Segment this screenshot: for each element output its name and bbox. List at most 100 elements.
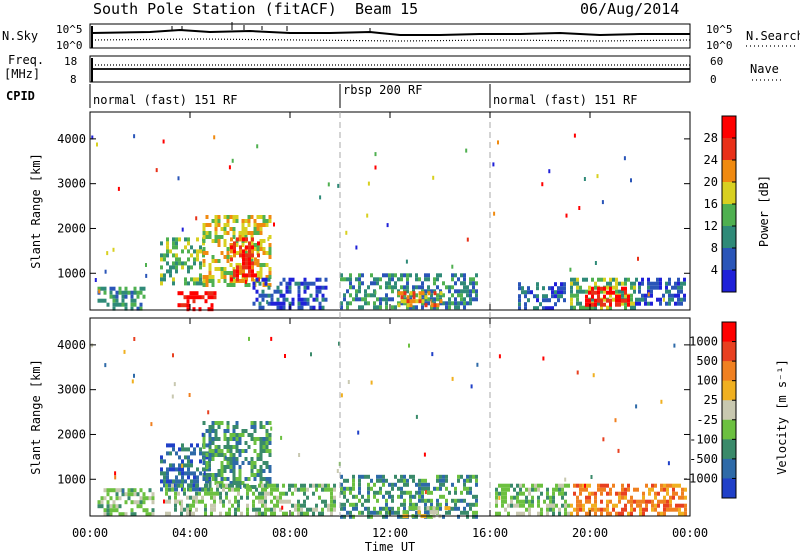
power-cell	[518, 306, 521, 311]
power-cell	[318, 289, 322, 294]
power-cell	[130, 294, 134, 299]
vel-cell	[285, 511, 288, 516]
vel-cell	[268, 453, 272, 457]
vel-cell	[174, 495, 177, 500]
vel-cell	[226, 477, 230, 481]
power-cell	[364, 297, 367, 302]
power-cell	[442, 301, 445, 306]
vel-cell	[232, 457, 236, 461]
vel-cell	[403, 506, 406, 511]
vel-cell	[148, 512, 152, 517]
vel-cell	[675, 507, 678, 512]
vel-cell	[228, 499, 231, 504]
vel-cell	[193, 479, 196, 484]
power-cell	[424, 289, 427, 294]
vel-cell	[439, 494, 442, 499]
power-cell	[415, 273, 418, 278]
power-cell	[594, 281, 597, 286]
power-cell	[469, 289, 472, 294]
power-cell	[659, 297, 662, 302]
power-cell	[276, 297, 280, 302]
power-cell	[265, 263, 269, 267]
power-cell	[533, 294, 536, 299]
vel-cell	[436, 498, 439, 503]
vel-cell	[288, 499, 291, 504]
vel-cell	[507, 503, 510, 508]
vel-cell	[495, 487, 498, 492]
vel-cell	[288, 483, 291, 488]
power-cell	[214, 223, 218, 227]
vel-ytick-label: 4000	[57, 338, 86, 352]
power-cell	[373, 293, 376, 298]
vel-cell	[256, 437, 260, 441]
power-cell	[394, 285, 397, 290]
power-cell	[208, 271, 212, 275]
power-cell	[252, 281, 256, 286]
vel-cell	[418, 478, 421, 483]
vel-cell	[177, 483, 180, 488]
vel-cell	[439, 474, 442, 479]
power-cell	[202, 283, 206, 287]
power-cell	[364, 289, 367, 294]
power-cell	[232, 279, 236, 283]
power-cell	[436, 297, 439, 302]
power-cell	[288, 277, 292, 282]
power-cell	[427, 291, 431, 296]
vel-cell	[466, 510, 469, 515]
power-cell	[436, 303, 440, 308]
power-cell	[563, 286, 566, 291]
vel-cell	[513, 503, 516, 508]
vel-cell	[264, 491, 267, 496]
velocity-colorbar-tick-label: -100	[689, 432, 718, 446]
power-cell	[524, 294, 527, 299]
power-cell	[236, 237, 239, 242]
power-cell	[187, 249, 190, 254]
vel-cell	[379, 478, 382, 483]
vel-colorbar-swatch	[722, 400, 736, 421]
vel-cell	[373, 494, 376, 499]
vel-cell	[118, 512, 122, 517]
vel-cell	[268, 433, 272, 437]
vel-scatter-point	[451, 376, 454, 381]
vel-cell	[397, 494, 400, 499]
vel-cell	[229, 461, 233, 465]
power-cell	[612, 297, 615, 302]
power-ylabel: Slant Range [km]	[29, 153, 43, 269]
vel-cell	[193, 487, 196, 492]
vel-cell	[361, 494, 364, 499]
vel-cell	[184, 463, 187, 468]
power-cell	[324, 297, 328, 302]
power-cell	[186, 295, 190, 300]
vel-cell	[166, 471, 169, 476]
power-cell	[618, 289, 621, 294]
power-cell	[518, 286, 521, 291]
power-scatter-point	[565, 213, 568, 218]
power-cell	[579, 301, 582, 306]
vel-cell	[442, 474, 445, 479]
noise-right-tick-bottom: 10^0	[706, 39, 733, 52]
vel-cell	[300, 503, 303, 508]
power-cell	[124, 286, 128, 291]
vel-cell	[340, 506, 343, 511]
vel-cell	[300, 483, 303, 488]
vel-cell	[439, 478, 442, 483]
vel-cell	[213, 507, 216, 512]
vel-cell	[367, 510, 370, 515]
vel-cell	[469, 506, 472, 511]
power-cell	[548, 306, 551, 311]
power-cell	[193, 281, 196, 286]
power-cell	[229, 263, 233, 267]
vel-cell	[343, 478, 346, 483]
power-cell	[618, 298, 621, 303]
power-cell	[253, 279, 257, 283]
vel-cell	[654, 491, 657, 496]
vel-cell	[187, 459, 190, 464]
vel-scatter-point	[133, 337, 136, 341]
vel-cell	[265, 481, 269, 485]
vel-cell	[229, 465, 233, 469]
power-cell	[424, 277, 427, 282]
power-colorbar-swatch	[722, 182, 736, 205]
vel-cell	[403, 502, 406, 507]
vel-cell	[630, 495, 633, 500]
vel-cell	[358, 474, 361, 479]
